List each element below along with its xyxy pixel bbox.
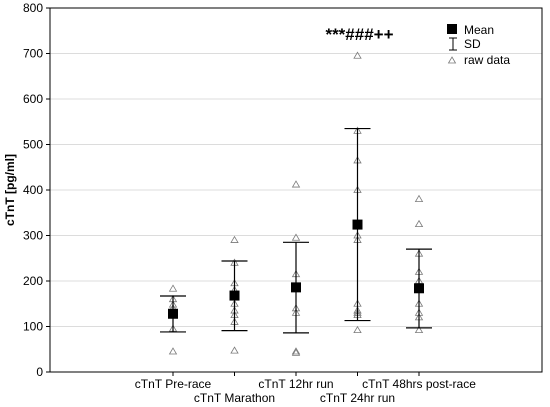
raw-data-point: [168, 347, 178, 355]
mean-marker: [352, 219, 363, 230]
raw-data-point: [168, 284, 178, 292]
raw-data-point: [291, 180, 301, 188]
raw-data-point: [230, 235, 239, 243]
x-tick-label: cTnT 24hr run: [320, 391, 395, 405]
mean-marker: [168, 308, 178, 319]
mean-marker: [414, 283, 424, 294]
sd-error-bars: [160, 127, 432, 334]
legend-raw-label: raw data: [464, 53, 510, 67]
legend-mean-marker: [447, 24, 457, 34]
raw-data-point: [353, 51, 362, 59]
y-tick-label: 800: [23, 1, 43, 15]
y-tick-label: 500: [23, 138, 43, 152]
legend-sd-marker: [449, 37, 457, 51]
raw-data-point: [291, 348, 301, 356]
raw-data-point: [291, 233, 301, 241]
y-tick-label: 0: [36, 365, 43, 379]
y-axis-ticks: 0 100 200 300 400 500 600 700 800: [23, 1, 50, 379]
y-tick-label: 600: [23, 92, 43, 106]
legend-raw-marker: [447, 56, 457, 64]
mean-marker: [291, 282, 301, 293]
raw-data-point: [353, 325, 362, 334]
mean-markers: [168, 219, 424, 319]
grid-lines: [50, 53, 542, 327]
significance-annotation: ***###++: [325, 25, 393, 44]
y-tick-label: 100: [23, 320, 43, 334]
x-tick-label: cTnT 12hr run: [258, 377, 333, 391]
y-tick-label: 700: [23, 47, 43, 61]
y-tick-label: 200: [23, 274, 43, 288]
x-tick-label: cTnT Marathon: [194, 391, 275, 405]
x-tick-label: cTnT Pre-race: [135, 377, 212, 391]
legend-mean-label: Mean: [464, 23, 494, 37]
x-tick-label: cTnT 48hrs post-race: [362, 377, 476, 391]
y-tick-label: 300: [23, 229, 43, 243]
raw-data-point: [414, 219, 424, 228]
y-tick-label: 400: [23, 183, 43, 197]
y-axis-title: cTnT [pg/ml]: [3, 154, 17, 226]
legend-sd-label: SD: [464, 37, 481, 51]
raw-data-point: [414, 325, 424, 334]
raw-data-point: [291, 347, 301, 355]
mean-marker: [229, 290, 240, 301]
legend: Mean SD raw data: [447, 23, 510, 67]
raw-data-point: [414, 194, 424, 203]
raw-data-point: [230, 346, 239, 354]
